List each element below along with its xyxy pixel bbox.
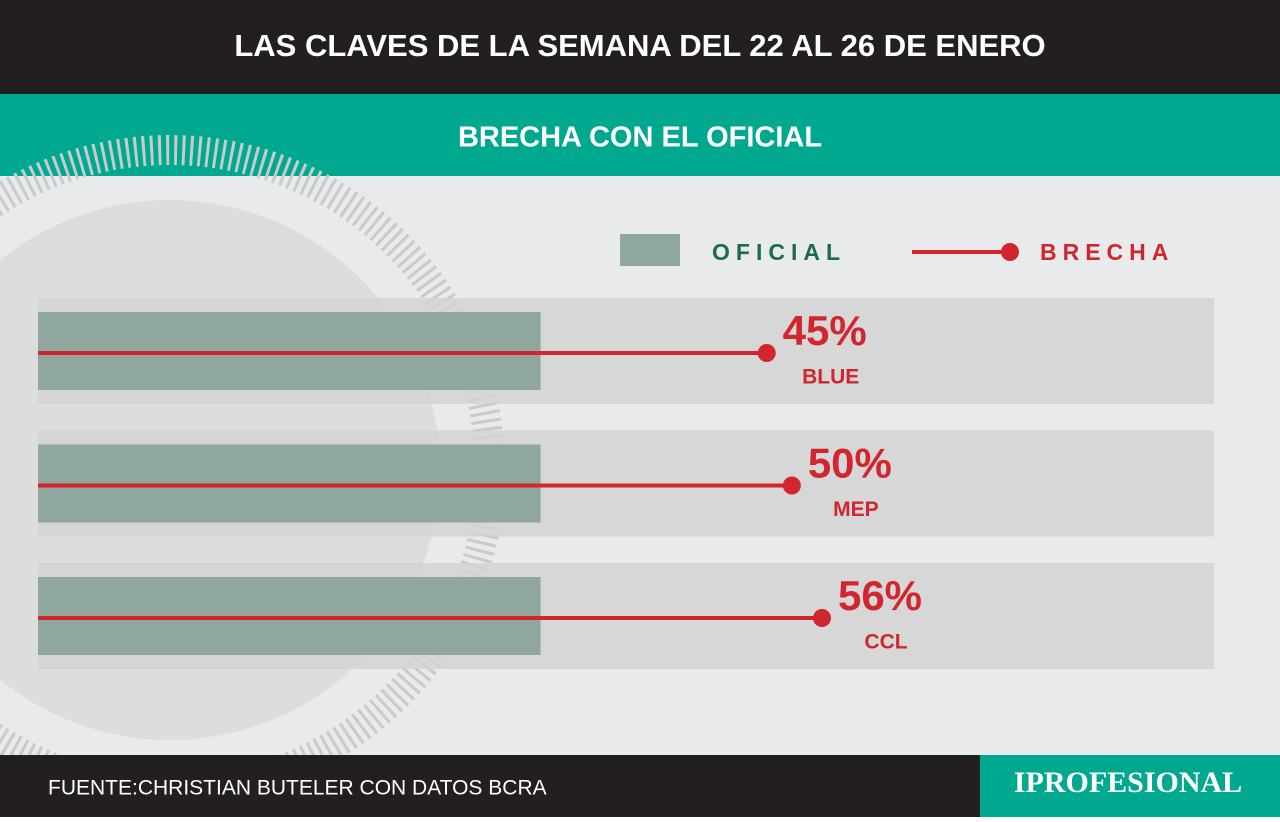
gap-marker bbox=[782, 476, 801, 495]
header-band bbox=[0, 0, 1280, 94]
gap-marker bbox=[757, 344, 776, 362]
source-note: FUENTE:CHRISTIAN BUTELER CON DATOS BCRA bbox=[48, 777, 547, 800]
chart-title: LAS CLAVES DE LA SEMANA DEL 22 AL 26 DE … bbox=[234, 28, 1045, 63]
value-label: 50% bbox=[808, 440, 892, 487]
logo: IPROFESIONAL bbox=[1014, 766, 1242, 799]
chart-subtitle: BRECHA CON EL OFICIAL bbox=[458, 122, 822, 154]
legend-label: BRECHA bbox=[1040, 239, 1174, 265]
logo-band bbox=[980, 755, 1280, 817]
legend-label: OFICIAL bbox=[712, 239, 846, 265]
category-label: MEP bbox=[833, 498, 879, 521]
legend-swatch bbox=[620, 234, 680, 266]
gap-marker bbox=[813, 609, 831, 627]
category-label: CCL bbox=[864, 631, 907, 654]
value-label: 45% bbox=[783, 307, 867, 354]
category-label: BLUE bbox=[802, 366, 859, 389]
value-label: 56% bbox=[838, 572, 922, 619]
legend-marker bbox=[1001, 243, 1019, 261]
footer-band bbox=[0, 755, 980, 817]
